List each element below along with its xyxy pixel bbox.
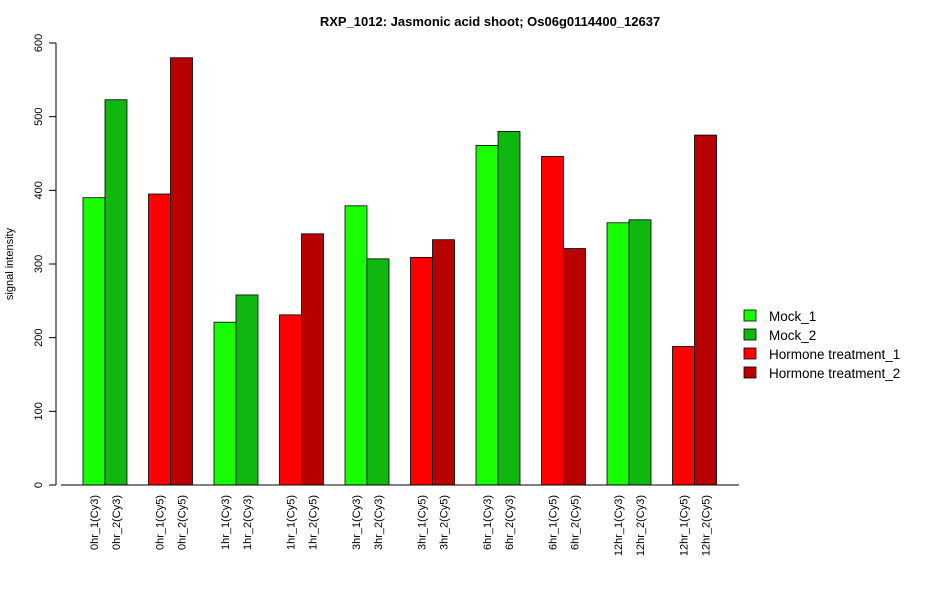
x-tick-label: 12hr_2(Cy5) (701, 495, 713, 556)
y-tick-label: 600 (33, 34, 45, 52)
chart-title: RXP_1012: Jasmonic acid shoot; Os06g0114… (320, 14, 660, 29)
bar (104, 99, 128, 486)
bar (235, 294, 259, 486)
bars (82, 57, 717, 486)
y-tick-label: 100 (33, 402, 45, 420)
bar (344, 205, 368, 486)
bar (606, 222, 630, 486)
bar (694, 134, 717, 486)
x-tick-label: 1hr_1(Cy3) (220, 495, 232, 550)
y-tick-label: 500 (33, 107, 45, 125)
legend-label: Hormone treatment_1 (769, 347, 900, 362)
x-tick-label: 0hr_1(Cy3) (89, 495, 101, 550)
x-tick-label: 0hr_2(Cy5) (177, 495, 189, 550)
legend-label: Mock_2 (769, 328, 816, 343)
bar (170, 57, 193, 486)
bar (82, 197, 106, 486)
bar (497, 130, 521, 486)
x-tick-label: 3hr_2(Cy3) (373, 495, 385, 550)
bar (366, 258, 390, 486)
x-tick-label: 1hr_2(Cy3) (242, 495, 254, 550)
legend-label: Hormone treatment_2 (769, 366, 900, 381)
bar (432, 239, 455, 486)
legend-swatch (743, 328, 757, 341)
x-tick-label: 6hr_2(Cy5) (570, 495, 582, 550)
x-tick-label: 12hr_1(Cy3) (613, 495, 625, 556)
x-tick-label: 0hr_2(Cy3) (111, 495, 123, 550)
x-tick-label: 1hr_2(Cy5) (308, 495, 320, 550)
y-tick-label: 200 (33, 328, 45, 346)
x-tick-label: 6hr_1(Cy5) (548, 495, 560, 550)
bar (628, 219, 652, 486)
y-axis: 0 100 200 300 400 500 600 (33, 34, 57, 488)
y-tick-label: 300 (33, 255, 45, 273)
y-tick-label: 400 (33, 181, 45, 199)
x-tick-label: 3hr_2(Cy5) (439, 495, 451, 550)
legend-swatch (743, 366, 757, 379)
y-axis-label: signal intensity (4, 227, 16, 300)
bar (563, 248, 586, 486)
legend-swatch (743, 309, 757, 322)
x-tick-label: 0hr_1(Cy5) (155, 495, 167, 550)
legend: Mock_1 Mock_2 Hormone treatment_1 Hormone t… (743, 309, 900, 381)
x-tick-label: 12hr_2(Cy3) (635, 495, 647, 556)
x-tick-label: 6hr_2(Cy3) (504, 495, 516, 550)
legend-label: Mock_1 (769, 309, 816, 324)
bar (541, 156, 564, 486)
x-tick-label: 6hr_1(Cy3) (482, 495, 494, 550)
x-tick-label: 1hr_1(Cy5) (286, 495, 298, 550)
bar (301, 233, 324, 486)
bar (213, 321, 237, 486)
bar (410, 256, 433, 486)
x-tick-label: 3hr_1(Cy3) (351, 495, 363, 550)
bar (279, 314, 302, 486)
x-tick-labels: 0hr_1(Cy3) 0hr_2(Cy3) 0hr_1(Cy5) 0hr_2(Cy5)… (89, 495, 713, 556)
legend-swatch (743, 347, 757, 360)
y-tick-label: 0 (33, 482, 45, 488)
x-tick-label: 12hr_1(Cy5) (679, 495, 691, 556)
bar (148, 193, 171, 486)
x-tick-label: 3hr_1(Cy5) (417, 495, 429, 550)
bar (672, 346, 695, 486)
bar (475, 144, 499, 486)
